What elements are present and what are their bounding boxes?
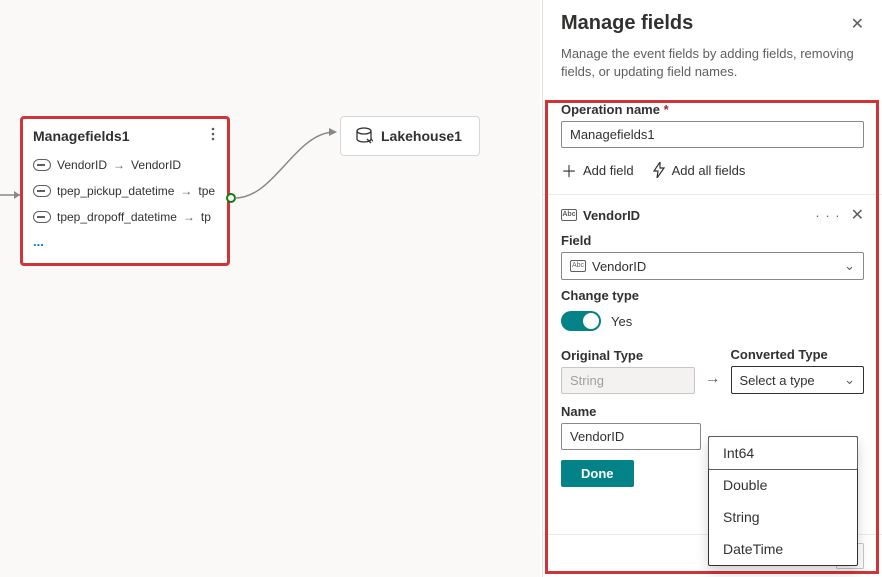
required-indicator: * — [664, 102, 669, 117]
node-lakehouse[interactable]: Lakehouse1 — [340, 116, 480, 156]
panel-subtitle: Manage the event fields by adding fields… — [543, 41, 882, 94]
node-header: Managefields1 — [23, 119, 227, 150]
name-label: Name — [561, 404, 864, 419]
node-header: Lakehouse1 — [341, 117, 479, 155]
connector-mid — [235, 120, 345, 210]
field-to: tp — [201, 210, 211, 224]
field-from: VendorID — [57, 158, 107, 172]
field-icon — [33, 185, 51, 197]
arrow-icon: → — [113, 158, 125, 172]
converted-type-placeholder: Select a type — [740, 373, 815, 388]
field-remove-icon[interactable]: ✕ — [851, 205, 864, 225]
node-field-row: VendorID → VendorID — [33, 152, 217, 178]
panel-header: Manage fields ✕ — [543, 0, 882, 41]
field-select[interactable]: Abc VendorID ⌄ — [561, 252, 864, 280]
manage-fields-panel: Manage fields ✕ Manage the event fields … — [542, 0, 882, 577]
node-menu-icon[interactable] — [209, 127, 217, 144]
lakehouse-icon — [355, 127, 373, 145]
arrow-icon: → — [705, 370, 721, 394]
change-type-label: Change type — [561, 288, 864, 303]
close-icon[interactable]: ✕ — [851, 14, 864, 34]
label-text: Operation name — [561, 102, 660, 117]
original-type-label: Original Type — [561, 348, 695, 363]
node-field-row: tpep_pickup_datetime → tpe — [33, 178, 217, 204]
original-type-input — [561, 367, 695, 394]
field-from: tpep_dropoff_datetime — [57, 210, 177, 224]
chevron-down-icon: ⌄ — [844, 372, 855, 388]
dropdown-option[interactable]: Int64 — [708, 436, 858, 470]
lightning-icon — [652, 162, 666, 178]
field-name-text: VendorID — [583, 208, 640, 223]
converted-type-select[interactable]: Select a type ⌄ — [731, 366, 865, 394]
add-field-button[interactable]: ＋ Add field — [561, 158, 634, 182]
dropdown-option[interactable]: String — [709, 501, 857, 533]
pipeline-canvas[interactable]: Managefields1 VendorID → VendorID tpep_p… — [0, 0, 540, 577]
name-input[interactable] — [561, 423, 701, 450]
converted-type-dropdown: Int64 Double String DateTime — [708, 436, 858, 566]
arrow-icon: → — [180, 184, 192, 198]
dropdown-option[interactable]: DateTime — [709, 533, 857, 565]
field-config-header: Abc VendorID · · · ✕ — [561, 205, 864, 225]
field-name-display: Abc VendorID — [561, 208, 640, 223]
button-label: Add all fields — [672, 163, 746, 178]
node-output-port[interactable] — [226, 193, 236, 203]
connector-in — [0, 180, 20, 210]
node-managefields[interactable]: Managefields1 VendorID → VendorID tpep_p… — [20, 116, 230, 266]
field-toolbar: ＋ Add field Add all fields — [561, 148, 864, 194]
abc-icon: Abc — [561, 209, 577, 221]
field-from: tpep_pickup_datetime — [57, 184, 174, 198]
node-more-indicator[interactable]: ... — [33, 230, 217, 253]
add-all-fields-button[interactable]: Add all fields — [652, 158, 746, 182]
field-select-value: VendorID — [592, 259, 646, 274]
change-type-toggle[interactable] — [561, 311, 601, 331]
field-icon — [33, 159, 51, 171]
node-body: VendorID → VendorID tpep_pickup_datetime… — [23, 150, 227, 263]
dropdown-option[interactable]: Double — [709, 469, 857, 501]
chevron-down-icon: ⌄ — [844, 258, 855, 274]
type-conversion-row: Original Type → Converted Type Select a … — [561, 339, 864, 394]
button-label: Add field — [583, 163, 634, 178]
node-title: Lakehouse1 — [381, 128, 462, 144]
operation-name-label: Operation name * — [561, 102, 864, 117]
field-label: Field — [561, 233, 864, 248]
done-button[interactable]: Done — [561, 460, 634, 487]
node-title: Managefields1 — [33, 128, 129, 144]
field-to: VendorID — [131, 158, 181, 172]
field-to: tpe — [198, 184, 215, 198]
arrow-icon: → — [183, 210, 195, 224]
change-type-toggle-row: Yes — [561, 311, 864, 331]
plus-icon: ＋ — [561, 158, 577, 182]
field-icon — [33, 211, 51, 223]
field-more-icon[interactable]: · · · — [815, 208, 840, 223]
node-field-row: tpep_dropoff_datetime → tp — [33, 204, 217, 230]
operation-name-input[interactable] — [561, 121, 864, 148]
abc-icon: Abc — [570, 260, 586, 272]
converted-type-label: Converted Type — [731, 347, 865, 362]
panel-title: Manage fields — [561, 12, 693, 35]
toggle-value-label: Yes — [611, 314, 632, 329]
